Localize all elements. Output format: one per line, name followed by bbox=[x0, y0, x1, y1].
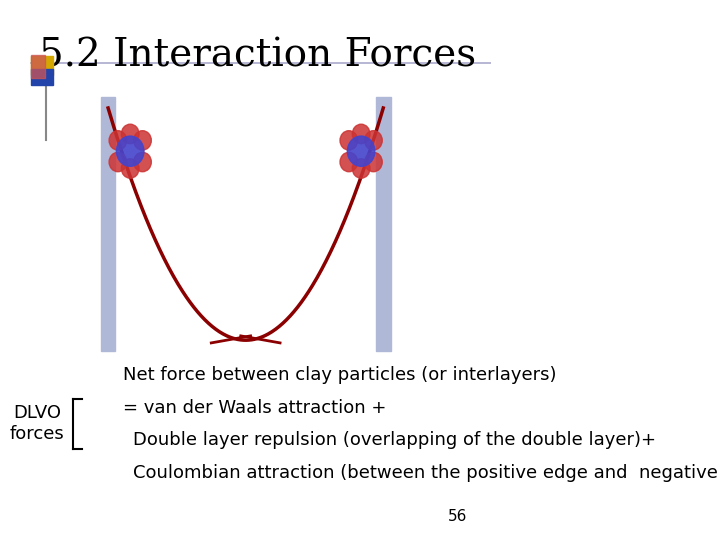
Circle shape bbox=[134, 131, 151, 150]
Text: Coulombian attraction (between the positive edge and  negative face): Coulombian attraction (between the posit… bbox=[132, 463, 720, 482]
Text: 56: 56 bbox=[447, 509, 467, 524]
Circle shape bbox=[352, 159, 370, 178]
Text: 5.2 Interaction Forces: 5.2 Interaction Forces bbox=[40, 38, 477, 75]
Text: Net force between clay particles (or interlayers): Net force between clay particles (or int… bbox=[123, 366, 557, 384]
Bar bbox=[376, 97, 391, 351]
Bar bbox=[101, 97, 115, 351]
Circle shape bbox=[134, 152, 151, 172]
Circle shape bbox=[109, 131, 127, 150]
Text: DLVO
forces: DLVO forces bbox=[9, 404, 64, 443]
Circle shape bbox=[117, 136, 144, 166]
Bar bbox=[31, 69, 53, 85]
Circle shape bbox=[352, 124, 370, 144]
Text: Double layer repulsion (overlapping of the double layer)+: Double layer repulsion (overlapping of t… bbox=[132, 431, 656, 449]
Circle shape bbox=[109, 152, 127, 172]
Circle shape bbox=[347, 136, 375, 166]
Circle shape bbox=[364, 152, 382, 172]
Text: = van der Waals attraction +: = van der Waals attraction + bbox=[123, 399, 386, 417]
Circle shape bbox=[122, 124, 139, 144]
Bar bbox=[31, 55, 45, 78]
Circle shape bbox=[340, 131, 358, 150]
Bar bbox=[31, 56, 53, 75]
Circle shape bbox=[364, 131, 382, 150]
Circle shape bbox=[122, 159, 139, 178]
Circle shape bbox=[340, 152, 358, 172]
